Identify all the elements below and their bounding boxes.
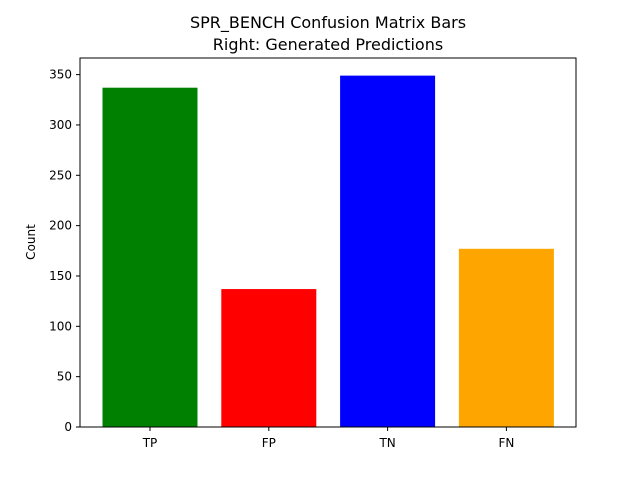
bar-tp [102, 87, 198, 427]
y-tick-label: 200 [49, 219, 72, 233]
x-tick-label: TP [142, 436, 158, 450]
y-tick-label: 50 [57, 370, 72, 384]
y-axis: 0 50 100 150 200 250 300 350 [49, 68, 80, 434]
x-tick-label: FP [262, 436, 276, 450]
chart-title: SPR_BENCH Confusion Matrix Bars [190, 13, 466, 33]
y-tick-label: 350 [49, 68, 72, 82]
chart-subtitle: Right: Generated Predictions [213, 35, 443, 54]
bar-fn [458, 248, 554, 427]
plot-frame [79, 57, 577, 428]
y-tick-label: 100 [49, 319, 72, 333]
x-axis: TP FP TN FN [142, 427, 514, 450]
y-tick-label: 300 [49, 118, 72, 132]
bar-tn [340, 75, 436, 427]
y-tick-label: 0 [64, 420, 72, 434]
y-axis-label: Count [24, 224, 38, 260]
x-tick-label: TN [378, 436, 395, 450]
x-tick-label: FN [498, 436, 514, 450]
bar-fp [221, 289, 317, 427]
y-tick-label: 250 [49, 168, 72, 182]
y-tick-label: 150 [49, 269, 72, 283]
bars-group [102, 75, 554, 427]
